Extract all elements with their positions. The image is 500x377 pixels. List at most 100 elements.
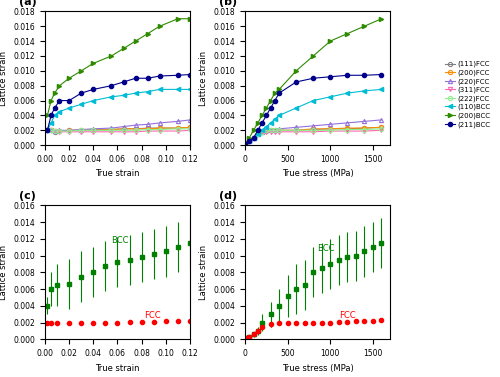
(200)FCC (132, 127, 138, 131)
X-axis label: True stress (MPa): True stress (MPa) (282, 363, 354, 372)
Line: (311)FCC: (311)FCC (46, 128, 192, 134)
(111)FCC (187, 125, 193, 130)
(311)FCC (157, 129, 163, 133)
Line: (211)BCC: (211)BCC (46, 72, 192, 132)
(200)FCC (44, 128, 51, 133)
Text: BCC: BCC (112, 236, 129, 245)
(200)FCC (66, 128, 72, 133)
(311)FCC (90, 130, 96, 134)
(111)FCC (120, 127, 126, 131)
(200)FCC (157, 126, 163, 130)
Legend: (111)FCC, (200)FCC, (220)FCC, (311)FCC, (222)FCC, (110)BCC, (200)BCC, (211)BCC: (111)FCC, (200)FCC, (220)FCC, (311)FCC, … (443, 60, 492, 129)
(220)FCC (52, 129, 58, 133)
(200)BCC (175, 17, 181, 21)
(111)FCC (56, 129, 62, 133)
(111)FCC (175, 126, 181, 130)
(111)FCC (44, 128, 51, 133)
(110)BCC (144, 89, 150, 94)
Line: (110)BCC: (110)BCC (46, 87, 192, 132)
(222)FCC (56, 129, 62, 133)
(110)BCC (78, 102, 84, 107)
(311)FCC (108, 130, 114, 134)
(220)FCC (108, 126, 114, 130)
(222)FCC (90, 128, 96, 133)
(222)FCC (78, 128, 84, 133)
(111)FCC (78, 128, 84, 133)
(211)BCC (56, 98, 62, 103)
(220)FCC (144, 122, 150, 127)
(211)BCC (48, 113, 54, 118)
(211)BCC (66, 98, 72, 103)
(110)BCC (108, 95, 114, 99)
(211)BCC (90, 87, 96, 92)
(211)BCC (144, 76, 150, 81)
(220)FCC (120, 124, 126, 129)
Text: BCC: BCC (318, 244, 335, 253)
(200)BCC (90, 61, 96, 66)
(200)BCC (108, 54, 114, 58)
(111)FCC (52, 130, 58, 134)
X-axis label: True strain: True strain (95, 363, 140, 372)
(200)FCC (144, 127, 150, 131)
(211)BCC (120, 80, 126, 84)
(220)FCC (132, 123, 138, 127)
(110)BCC (56, 109, 62, 114)
(311)FCC (187, 128, 193, 133)
(111)FCC (144, 126, 150, 130)
(222)FCC (187, 127, 193, 131)
Text: FCC: FCC (339, 311, 355, 320)
Line: (200)FCC: (200)FCC (46, 125, 192, 133)
(200)FCC (56, 129, 62, 133)
(311)FCC (66, 130, 72, 134)
(220)FCC (56, 128, 62, 133)
Y-axis label: Lattice strain: Lattice strain (199, 245, 208, 300)
(220)FCC (187, 118, 193, 122)
(110)BCC (120, 93, 126, 98)
(220)FCC (157, 121, 163, 125)
X-axis label: True stress (MPa): True stress (MPa) (282, 169, 354, 178)
(222)FCC (175, 127, 181, 131)
Line: (111)FCC: (111)FCC (46, 125, 192, 134)
(200)BCC (66, 76, 72, 81)
(200)BCC (48, 98, 54, 103)
Text: (c): (c) (19, 191, 36, 201)
(222)FCC (66, 129, 72, 133)
(222)FCC (52, 129, 58, 133)
(200)BCC (144, 31, 150, 36)
(220)FCC (66, 128, 72, 133)
(110)BCC (132, 91, 138, 95)
(311)FCC (56, 130, 62, 134)
Text: (d): (d) (219, 191, 237, 201)
(110)BCC (157, 87, 163, 92)
(200)BCC (132, 39, 138, 43)
(220)FCC (44, 128, 51, 133)
(110)BCC (52, 113, 58, 118)
(200)BCC (78, 69, 84, 73)
(111)FCC (48, 128, 54, 133)
(222)FCC (144, 127, 150, 132)
(222)FCC (108, 128, 114, 133)
(211)BCC (175, 73, 181, 78)
(200)FCC (187, 125, 193, 130)
(200)FCC (108, 127, 114, 132)
(200)FCC (52, 129, 58, 133)
(111)FCC (132, 127, 138, 131)
Text: (b): (b) (219, 0, 237, 7)
(211)BCC (132, 76, 138, 81)
(200)BCC (120, 46, 126, 51)
(111)FCC (66, 128, 72, 133)
(200)FCC (90, 128, 96, 133)
(311)FCC (175, 129, 181, 133)
(222)FCC (48, 128, 54, 133)
(200)FCC (175, 126, 181, 130)
(111)FCC (90, 127, 96, 132)
(200)FCC (120, 127, 126, 131)
(110)BCC (66, 106, 72, 110)
(110)BCC (48, 121, 54, 125)
(200)FCC (78, 128, 84, 133)
(220)FCC (175, 119, 181, 124)
(200)BCC (187, 17, 193, 21)
(110)BCC (44, 128, 51, 133)
(110)BCC (175, 87, 181, 92)
Y-axis label: Lattice strain: Lattice strain (199, 51, 208, 106)
